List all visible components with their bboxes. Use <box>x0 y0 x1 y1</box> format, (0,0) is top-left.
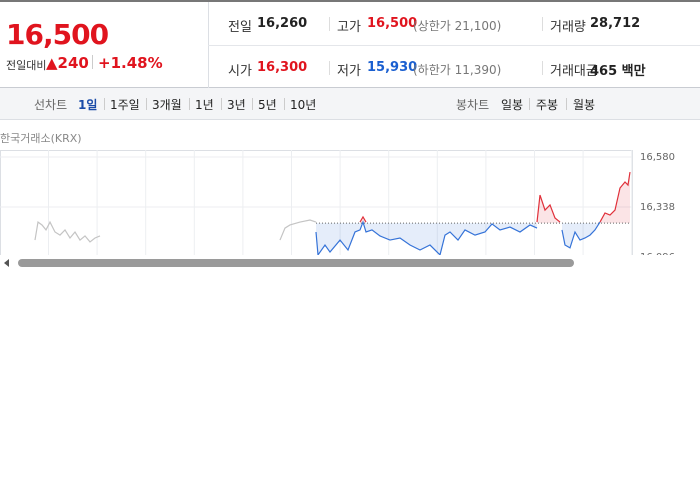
divider <box>542 61 543 75</box>
divider <box>566 98 567 110</box>
stat-note: (하한가 11,390) <box>413 63 502 77</box>
divider <box>329 17 330 31</box>
tab[interactable]: 주봉 <box>536 98 559 112</box>
chart: 16,580 16,338 16,096 <box>0 150 675 256</box>
stat-value: 16,260 <box>257 16 308 31</box>
area-fill <box>562 222 600 248</box>
tab-group-label: 봉차트 <box>456 98 490 112</box>
tab[interactable]: 1년 <box>195 98 214 112</box>
price-line <box>34 219 317 243</box>
scroll-left-arrow[interactable] <box>4 259 9 267</box>
tab[interactable]: 3개월 <box>152 98 182 112</box>
y-tick-label: 16,096 <box>640 252 675 256</box>
tab[interactable]: 10년 <box>290 98 317 112</box>
price-line <box>359 171 631 223</box>
stat-value: 15,930 <box>367 60 418 75</box>
tab[interactable]: 일봉 <box>501 98 524 112</box>
quote-panel: 16,500 전일대비 ▲240 +1.48% 전일 16,260 고가 16,500… <box>0 0 700 88</box>
stat-value: 465 백만 <box>590 64 646 79</box>
divider <box>542 17 543 31</box>
divider <box>284 98 285 110</box>
area-fill <box>360 216 366 224</box>
divider <box>92 55 93 69</box>
change-rate: +1.48% <box>98 54 163 72</box>
stat-label: 고가 <box>337 20 361 35</box>
source: 한국거래소(KRX) <box>0 132 82 145</box>
tab[interactable]: 5년 <box>258 98 277 112</box>
divider <box>208 45 700 46</box>
stat-label: 저가 <box>337 64 361 79</box>
plot-frame <box>0 150 633 256</box>
tab[interactable]: 월봉 <box>573 98 596 112</box>
tab[interactable]: 3년 <box>227 98 246 112</box>
divider <box>329 61 330 75</box>
stat-value: 16,500 <box>367 16 418 31</box>
divider <box>529 98 530 110</box>
divider <box>221 98 222 110</box>
tab-group-label: 선차트 <box>34 98 68 112</box>
price-line <box>315 220 601 256</box>
scrollbar-track <box>4 259 574 267</box>
change-label: 전일대비 <box>6 59 47 72</box>
stat-label: 거래량 <box>550 20 586 35</box>
stat-value: 28,712 <box>590 16 641 31</box>
y-tick-label: 16,580 <box>640 152 675 163</box>
divider <box>189 98 190 110</box>
stat-label: 시가 <box>228 64 252 79</box>
scroll-thumb[interactable] <box>18 259 574 267</box>
change: ▲240 <box>46 54 89 72</box>
y-tick-label: 16,338 <box>640 202 675 213</box>
tab-bar: 선차트 1일 1주일 3개월 1년 3년 5년 10년 봉차트 일봉 주봉 월봉 <box>0 88 700 120</box>
tab[interactable]: 1일 <box>78 98 98 112</box>
divider <box>252 98 253 110</box>
divider <box>104 98 105 110</box>
stat-label: 전일 <box>228 20 252 35</box>
current-price: 16,500 <box>6 18 109 51</box>
tab[interactable]: 1주일 <box>110 98 140 112</box>
scrollbar[interactable] <box>0 255 700 269</box>
stat-note: (상한가 21,100) <box>413 19 502 33</box>
divider <box>146 98 147 110</box>
stat-value: 16,300 <box>257 60 308 75</box>
stat-label: 거래대금 <box>550 64 598 79</box>
area-fill <box>600 172 630 224</box>
area-fill <box>316 222 537 255</box>
